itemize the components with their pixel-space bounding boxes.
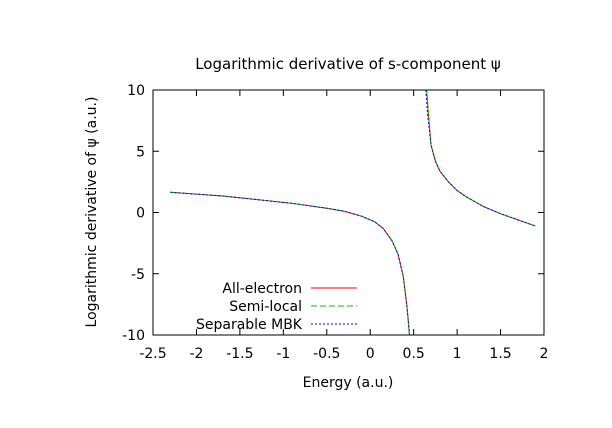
legend-label: Semi-local <box>229 299 302 315</box>
x-tick-label: -2 <box>189 346 203 362</box>
legend-label: Separable MBK <box>196 317 303 333</box>
x-tick-label: 1.5 <box>489 346 511 362</box>
series-lines <box>170 89 536 336</box>
series-line-segment <box>425 89 536 227</box>
x-tick-label: -2.5 <box>139 346 166 362</box>
axis-ticks: -2.5 -2 -1.5 -1 -0.5 0 0.5 1 1.5 2 10 5 0 -5 -10 <box>122 83 548 362</box>
x-tick-label: 1 <box>453 346 462 362</box>
chart-title: Logarithmic derivative of s-component ψ <box>195 55 501 73</box>
legend-label: All-electron <box>222 281 302 297</box>
legend: All-electron Semi-local Separable MBK <box>196 281 357 333</box>
y-tick-label: 0 <box>136 206 145 222</box>
x-tick-label: 0.5 <box>403 346 425 362</box>
y-tick-label: 5 <box>136 144 145 160</box>
x-tick-label: 0 <box>366 346 375 362</box>
x-tick-label: -1.5 <box>226 346 253 362</box>
y-tick-label: -10 <box>122 328 145 344</box>
series-separable-mbk <box>170 89 536 336</box>
x-tick-label: -1 <box>276 346 290 362</box>
x-tick-label: -0.5 <box>313 346 340 362</box>
y-tick-label: 10 <box>127 83 145 99</box>
y-tick-label: -5 <box>131 267 145 283</box>
series-line-segment <box>170 191 410 336</box>
x-axis-label: Energy (a.u.) <box>303 375 394 391</box>
y-axis-label: Logarithmic derivative of ψ (a.u.) <box>84 97 100 328</box>
x-tick-label: 2 <box>540 346 549 362</box>
